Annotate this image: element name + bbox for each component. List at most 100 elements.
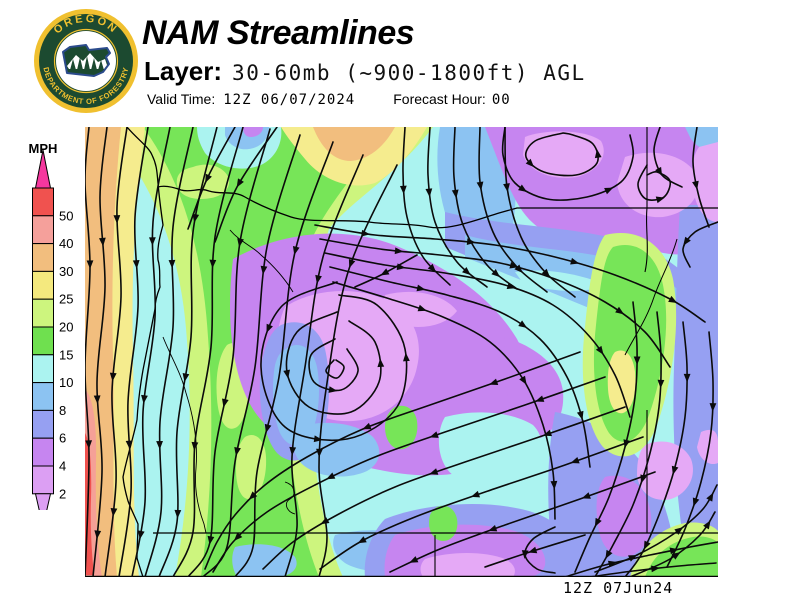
layer-value: 30-60mb (~900-1800ft) AGL: [232, 61, 586, 85]
flow-arrow: [260, 265, 268, 275]
logo-state-emblem: [62, 44, 111, 77]
flow-arrow: [581, 492, 591, 499]
flow-arrow: [141, 394, 148, 404]
flow-arrow: [394, 247, 404, 255]
legend-segment: [32, 215, 54, 245]
flow-arrow: [94, 530, 102, 540]
flow-arrow: [643, 540, 651, 550]
flow-arrow: [703, 520, 711, 530]
streamline: [325, 359, 345, 379]
flow-arrow: [525, 158, 535, 168]
flow-arrow: [328, 386, 338, 393]
streamline: [564, 541, 718, 577]
flow-arrow: [491, 269, 501, 278]
speed-region: [420, 553, 515, 577]
flow-arrow: [489, 378, 499, 386]
flow-arrow: [506, 282, 516, 290]
streamline: [594, 311, 662, 577]
flow-arrow: [237, 238, 244, 248]
geographic-boundaries: [85, 127, 718, 577]
flow-arrow: [655, 196, 665, 204]
flow-arrow: [182, 373, 190, 382]
flow-arrow: [466, 238, 476, 246]
flow-arrow: [429, 431, 439, 438]
flow-arrow: [85, 440, 93, 449]
valid-time-line: Valid Time: 12Z 06/07/2024 Forecast Hour: 0…: [147, 91, 511, 108]
legend-segment: [32, 270, 54, 300]
flow-arrow: [425, 188, 433, 198]
speed-region: [438, 412, 542, 485]
flow-arrow: [403, 352, 410, 362]
flow-arrow: [192, 213, 200, 223]
flow-arrow: [595, 345, 604, 355]
speed-region: [429, 505, 458, 541]
legend-segment: [32, 354, 54, 384]
flow-arrow: [518, 320, 528, 328]
flow-arrow: [668, 295, 678, 303]
forecast-hour-value: 00: [491, 92, 511, 108]
flow-arrow: [292, 246, 300, 256]
streamline: [653, 127, 683, 188]
flow-arrow: [509, 261, 519, 269]
speed-region: [313, 127, 395, 161]
streamline: [285, 311, 382, 415]
streamline: [260, 281, 408, 441]
flow-arrow: [528, 546, 538, 554]
valid-time-label: Valid Time:: [147, 91, 216, 107]
flow-arrow: [362, 422, 372, 430]
flow-arrow: [633, 356, 641, 365]
legend-segment: [32, 409, 54, 439]
flow-arrow: [462, 267, 471, 276]
flow-arrow: [233, 532, 243, 541]
map-timestamp: 12Z 07Jun24: [563, 579, 674, 597]
flow-arrow: [357, 536, 367, 544]
legend-tick-label: 30: [59, 264, 73, 279]
flow-arrow: [110, 507, 118, 517]
flow-arrow: [683, 373, 691, 383]
boundary-line: [624, 238, 678, 356]
flow-arrow: [326, 472, 336, 480]
legend-segment: [32, 243, 54, 272]
streamline: [478, 127, 548, 293]
flow-arrow: [451, 189, 459, 199]
streamline: [637, 164, 672, 201]
flow-arrow: [264, 423, 272, 433]
flow-arrow: [236, 178, 244, 188]
streamline: [389, 471, 656, 573]
streamline: [85, 127, 91, 577]
page-title: NAM Streamlines: [142, 14, 415, 52]
legend-tick-label: 50: [59, 208, 73, 223]
flow-arrow: [148, 237, 156, 246]
speed-region: [385, 405, 418, 450]
flow-arrow: [98, 237, 106, 247]
flow-arrow: [594, 149, 602, 159]
flow-arrow: [503, 183, 510, 193]
legend-tick-label: 15: [59, 347, 73, 362]
flow-arrow: [222, 398, 229, 408]
streamline: [692, 127, 710, 228]
flow-arrow: [93, 395, 101, 404]
flow-arrow: [174, 509, 182, 519]
flow-arrow: [409, 556, 419, 563]
streamline: [332, 281, 556, 520]
odf-logo: OREGON DEPARTMENT OF FORESTRY: [34, 9, 138, 113]
flow-arrow: [416, 284, 426, 292]
flow-arrow: [521, 550, 529, 559]
flow-arrow: [535, 395, 545, 402]
legend-tick-label: 2: [59, 486, 66, 501]
flow-arrow: [168, 259, 176, 269]
flow-arrow: [156, 441, 163, 450]
flow-arrow: [519, 375, 527, 385]
flow-arrow: [113, 215, 121, 224]
streamline: [92, 127, 108, 577]
flow-arrow: [604, 187, 614, 195]
flow-arrow: [518, 184, 528, 193]
flow-arrow: [109, 372, 117, 382]
speed-region: [236, 435, 267, 500]
legend-tick-label: 25: [59, 292, 73, 307]
flow-arrow: [541, 268, 550, 278]
flow-arrow: [671, 552, 681, 560]
flow-arrow: [137, 530, 145, 540]
layer-label: Layer:: [144, 56, 223, 86]
